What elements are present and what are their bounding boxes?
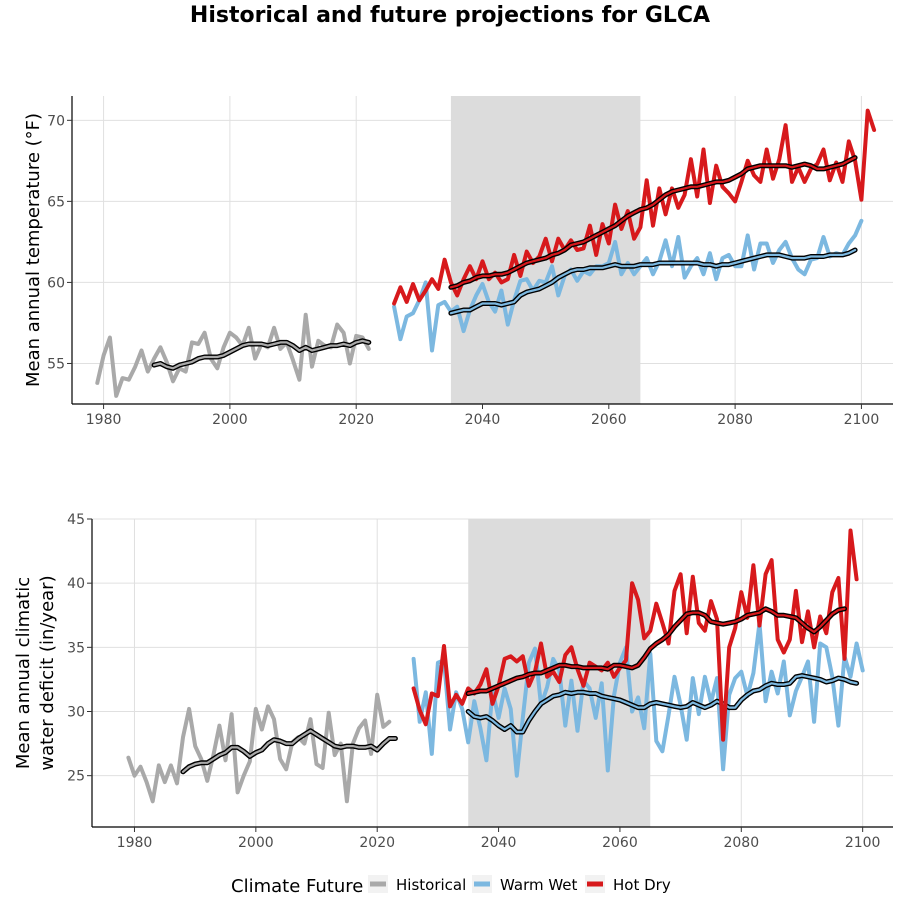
x-tick-label: 2020: [359, 835, 395, 851]
legend-item-hot-dry: Hot Dry: [585, 875, 671, 894]
series-hot-dry: [392, 108, 877, 306]
x-tick-label: 2080: [723, 835, 759, 851]
x-tick-label: 2040: [481, 835, 517, 851]
series-line: [411, 528, 859, 742]
series-hot-dry: [411, 528, 859, 742]
y-axis-label: Mean annual climatic water deficit (in/ye…: [13, 575, 58, 770]
chart-title: Historical and future projections for GL…: [190, 3, 710, 28]
smoothed-line: [467, 674, 858, 734]
series-historical-smoothed: [180, 728, 398, 775]
y-tick-label: 35: [67, 640, 85, 656]
y-tick-label: 65: [47, 194, 65, 210]
smoothed-line: [153, 339, 370, 370]
y-tick-label: 70: [47, 113, 65, 129]
x-tick-label: 1980: [117, 835, 153, 851]
x-tick-label: 2100: [844, 412, 880, 428]
legend-label: Historical: [396, 876, 466, 894]
legend-item-historical: Historical: [368, 875, 466, 894]
smoothed-line: [449, 248, 857, 315]
series-historical: [126, 692, 392, 804]
x-tick-label: 2060: [602, 835, 638, 851]
y-tick-label: 55: [47, 356, 65, 372]
legend-label: Hot Dry: [613, 876, 671, 894]
y-axis-label: Mean annual temperature (°F): [23, 113, 44, 387]
series-line: [392, 218, 864, 353]
series-line: [392, 108, 877, 306]
smoothed-line: [467, 607, 846, 695]
series-warm-wet: [392, 218, 864, 353]
y-tick-label: 30: [67, 705, 85, 721]
x-tick-label: 2020: [338, 412, 374, 428]
series-hot-dry-smoothed: [448, 155, 858, 290]
series-historical-smoothed: [151, 338, 372, 371]
legend-title: Climate Future: [231, 876, 363, 897]
series-warm-wet: [411, 621, 865, 778]
y-tick-label: 40: [67, 576, 85, 592]
x-tick-label: 2100: [845, 835, 881, 851]
x-tick-label: 2040: [465, 412, 501, 428]
smoothed-line: [449, 156, 857, 289]
x-tick-label: 2080: [717, 412, 753, 428]
series-warm-wet-smoothed: [465, 673, 860, 735]
smoothed-line: [181, 729, 397, 773]
legend: Climate Future Historical Warm Wet Hot Dry: [231, 875, 671, 897]
series-hot-dry-smoothed: [465, 606, 847, 696]
temperature-panel: 1980 2000 2020 2040 2060 2080 2100 55 60 65 70Mean…: [23, 96, 893, 428]
y-tick-label: 60: [47, 275, 65, 291]
series-line: [411, 621, 865, 778]
series-line: [126, 692, 392, 804]
x-tick-label: 2000: [238, 835, 274, 851]
water-deficit-panel: 1980 2000 2020 2040 2060 2080 2100 25 30 35 40 45 Me…: [13, 512, 893, 851]
y-tick-label: 45: [67, 512, 85, 528]
series-warm-wet-smoothed: [448, 247, 858, 316]
x-tick-label: 2000: [212, 412, 248, 428]
x-tick-label: 2060: [591, 412, 627, 428]
series-historical: [95, 312, 371, 398]
series-line: [95, 312, 371, 398]
x-tick-label: 1980: [86, 412, 122, 428]
legend-item-warm-wet: Warm Wet: [472, 875, 578, 894]
y-tick-label: 25: [67, 769, 85, 785]
shaded-period: [450, 96, 641, 404]
legend-label: Warm Wet: [500, 876, 578, 894]
